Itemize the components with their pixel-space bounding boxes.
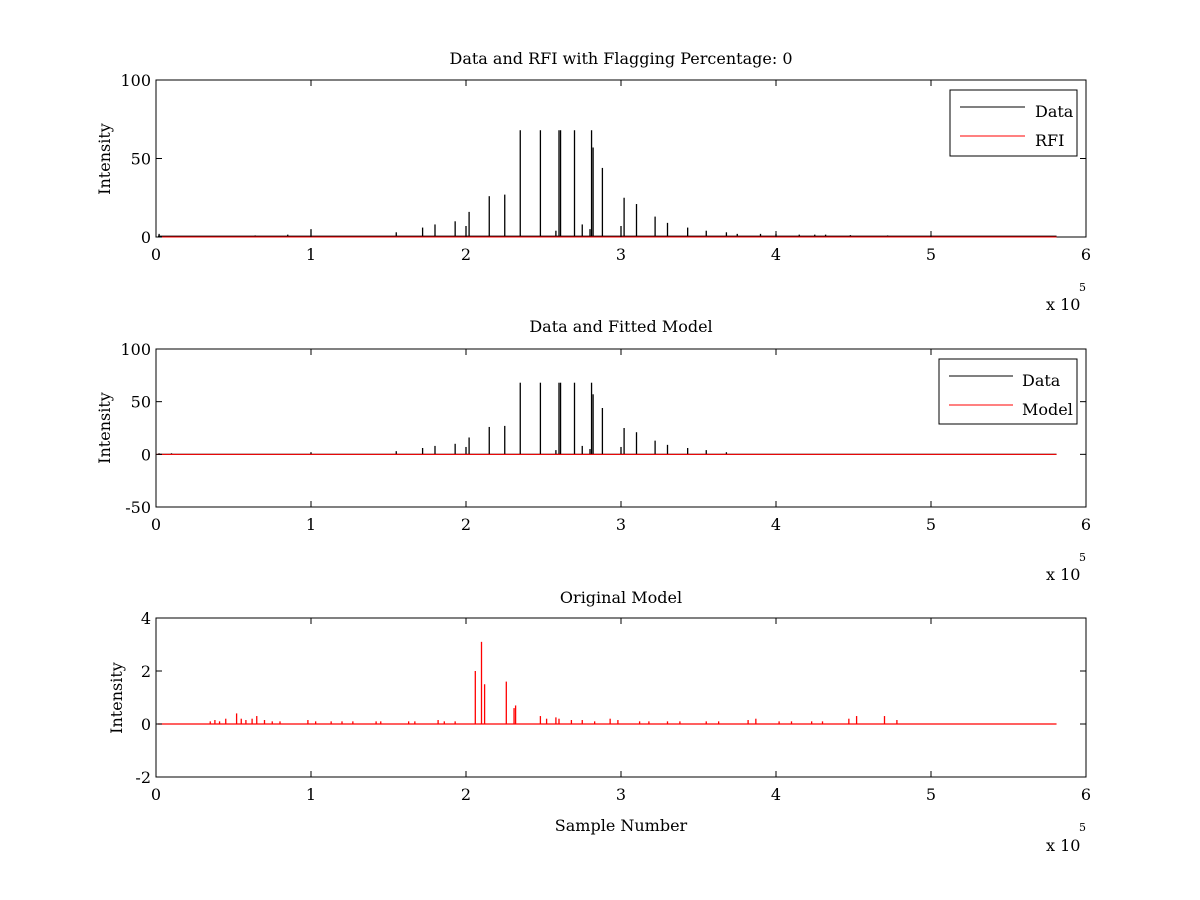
x-tick-label: 6 — [1081, 515, 1091, 534]
subplot-2-axes-frame — [155, 348, 1087, 508]
subplot-2-legend-label-model: Model — [1022, 400, 1073, 419]
x-tick-label: 3 — [616, 785, 626, 804]
subplot-2-title: Data and Fitted Model — [529, 317, 712, 336]
x-tick-label: 5 — [926, 515, 936, 534]
x-tick-label: 2 — [461, 245, 471, 264]
subplot-3-title: Original Model — [560, 588, 682, 607]
subplot-3-x-multiplier-base: x 10 — [1046, 836, 1080, 855]
subplot-3-axes-frame — [155, 617, 1087, 778]
x-tick-label: 6 — [1081, 245, 1091, 264]
x-tick-label: 1 — [306, 245, 316, 264]
subplot-3-x-multiplier-exponent: 5 — [1079, 821, 1086, 834]
subplot-2-x-multiplier-exponent: 5 — [1079, 551, 1086, 564]
subplot-1-legend-label-data: Data — [1035, 102, 1074, 121]
x-tick-label: 2 — [461, 515, 471, 534]
subplot-1-ticks: 0 1 2 3 4 5 6 0 50 100 — [120, 71, 1091, 264]
subplot-3-ylabel: Intensity — [107, 662, 126, 734]
x-tick-label: 4 — [771, 245, 781, 264]
subplot-2-legend-label-data: Data — [1022, 371, 1061, 390]
x-tick-label: 3 — [616, 515, 626, 534]
y-tick-label: 100 — [120, 340, 151, 359]
x-tick-label: 5 — [926, 785, 936, 804]
subplot-1-axes-frame — [155, 79, 1087, 238]
subplot-2-x-multiplier-base: x 10 — [1046, 565, 1080, 584]
subplot-2-x-multiplier: x 10 — [1046, 565, 1080, 584]
subplot-1-title: Data and RFI with Flagging Percentage: 0 — [449, 49, 792, 68]
x-tick-label: 6 — [1081, 785, 1091, 804]
x-tick-label: 1 — [306, 785, 316, 804]
y-tick-label: 0 — [141, 445, 151, 464]
subplot-1-x-multiplier-base: x 10 — [1046, 295, 1080, 314]
y-tick-label: 100 — [120, 71, 151, 90]
subplot-2-legend: Data Model — [938, 358, 1078, 425]
x-tick-label: 1 — [306, 515, 316, 534]
x-tick-label: 0 — [151, 515, 161, 534]
subplot-3-x-multiplier: x 10 — [1046, 836, 1080, 855]
x-tick-label: 0 — [151, 245, 161, 264]
subplot-1-series-0 — [158, 130, 1057, 237]
subplot-1-x-multiplier-exponent: 5 — [1079, 281, 1086, 294]
x-tick-label: 3 — [616, 245, 626, 264]
subplot-3-xlabel: Sample Number — [555, 816, 688, 835]
subplot-1-legend: Data RFI — [949, 89, 1078, 157]
subplot-3-series-0 — [158, 641, 1057, 725]
y-tick-label: 4 — [141, 609, 151, 628]
subplot-1-legend-label-rfi: RFI — [1035, 131, 1064, 150]
y-tick-label: 0 — [141, 715, 151, 734]
x-tick-label: 2 — [461, 785, 471, 804]
y-tick-label: -2 — [135, 768, 151, 787]
x-tick-label: 4 — [771, 785, 781, 804]
y-tick-label: 50 — [131, 393, 151, 412]
subplot-1: 0 1 2 3 4 5 6 0 50 100 Data and RFI with Flagging… — [95, 49, 1091, 314]
x-tick-label: 4 — [771, 515, 781, 534]
y-tick-label: -50 — [125, 498, 151, 517]
subplot-1-plot-area: 0 1 2 3 4 5 6 0 50 100 — [120, 71, 1091, 264]
subplot-1-x-multiplier: x 10 — [1046, 295, 1080, 314]
x-tick-label: 0 — [151, 785, 161, 804]
subplot-2-legend-box — [938, 358, 1078, 425]
subplot-2-ylabel: Intensity — [95, 392, 114, 464]
subplot-1-legend-box — [949, 89, 1078, 157]
y-tick-label: 50 — [131, 150, 151, 169]
subplot-1-ylabel: Intensity — [95, 123, 114, 195]
x-tick-label: 5 — [926, 245, 936, 264]
y-tick-label: 0 — [141, 228, 151, 247]
y-tick-label: 2 — [141, 662, 151, 681]
